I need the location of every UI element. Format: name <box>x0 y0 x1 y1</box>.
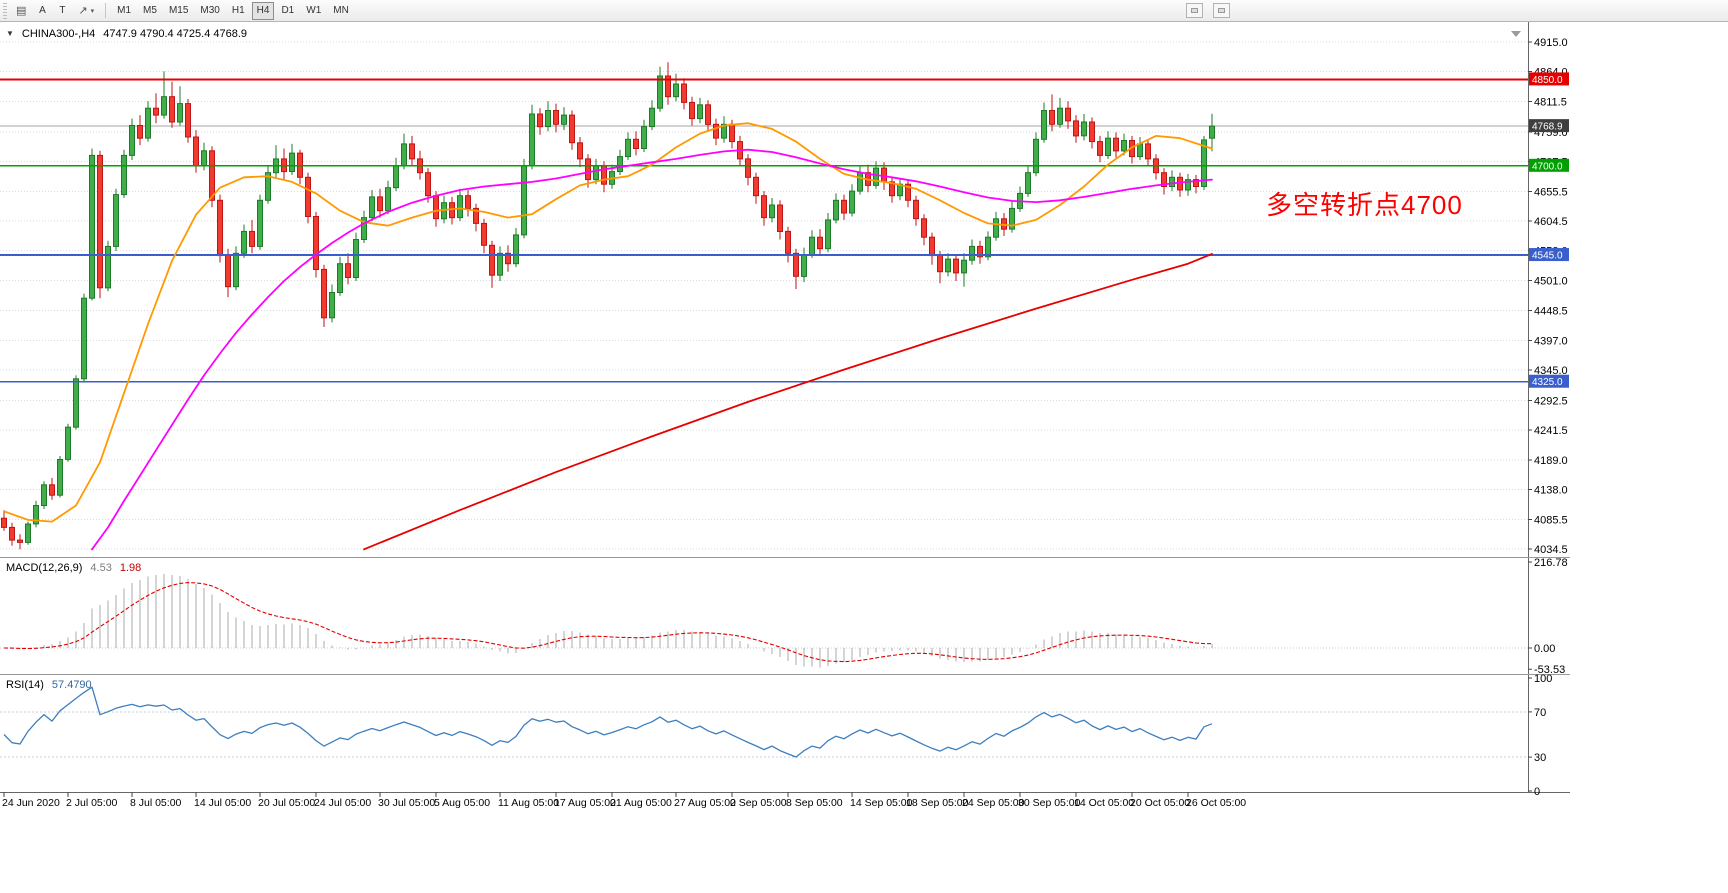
svg-text:24 Sep 05:00: 24 Sep 05:00 <box>962 797 1025 809</box>
svg-text:2 Jul 05:00: 2 Jul 05:00 <box>66 797 118 809</box>
svg-text:4241.5: 4241.5 <box>1534 425 1568 437</box>
timeframe-button-d1[interactable]: D1 <box>281 5 295 16</box>
svg-text:11 Aug 05:00: 11 Aug 05:00 <box>498 797 559 809</box>
toolbar-right-icons <box>1186 3 1230 18</box>
ma-fast-orange <box>3 122 1213 523</box>
timeframe-button-m15[interactable]: M15 <box>168 5 189 16</box>
time-axis: 24 Jun 2020 2 Jul 05:00 8 Jul 05:00 14 Jul … <box>2 792 1246 809</box>
svg-text:4085.5: 4085.5 <box>1534 515 1568 527</box>
svg-text:216.78: 216.78 <box>1534 557 1568 569</box>
svg-text:20 Oct 05:00: 20 Oct 05:00 <box>1130 797 1190 809</box>
svg-text:27 Aug 05:00: 27 Aug 05:00 <box>674 797 736 809</box>
svg-text:4604.5: 4604.5 <box>1534 216 1568 228</box>
price-tag-4545.0 <box>1529 248 1569 262</box>
toolbar: ▤ A T ↗ ▾ M1 M5 M15 M30 H1 H4 D1 W1 MN <box>0 0 1728 22</box>
cursor-a-button[interactable]: A <box>39 5 46 16</box>
svg-text:4811.5: 4811.5 <box>1534 97 1567 109</box>
svg-text:30: 30 <box>1534 752 1546 764</box>
timeframe-button-m5[interactable]: M5 <box>143 5 157 16</box>
svg-text:30 Jul 05:00: 30 Jul 05:00 <box>378 797 435 809</box>
macd-panel <box>0 573 1528 668</box>
svg-text:4545.0: 4545.0 <box>1532 251 1563 262</box>
current-price-tag <box>1529 119 1569 133</box>
ma-mid-magenta <box>91 148 1213 551</box>
timeframe-button-h4[interactable]: H4 <box>251 1 275 20</box>
svg-text:21 Aug 05:00: 21 Aug 05:00 <box>610 797 672 809</box>
svg-text:0: 0 <box>1534 786 1540 798</box>
svg-text:4655.5: 4655.5 <box>1534 186 1568 198</box>
svg-text:4915.0: 4915.0 <box>1534 37 1568 49</box>
chart-list-icon[interactable]: ▤ <box>11 2 31 20</box>
svg-text:4345.0: 4345.0 <box>1534 365 1568 377</box>
moving-average-lines <box>3 122 1213 551</box>
svg-text:24 Jun 2020: 24 Jun 2020 <box>2 797 60 809</box>
toolbar-extra-button-2[interactable] <box>1213 3 1230 18</box>
svg-text:70: 70 <box>1534 707 1546 719</box>
draw-tool-icon: ↗ <box>78 5 88 17</box>
svg-text:4325.0: 4325.0 <box>1532 377 1563 388</box>
candles-layer <box>1 62 1215 550</box>
window-icon <box>1191 8 1198 13</box>
svg-text:100: 100 <box>1534 673 1552 685</box>
timeframe-button-w1[interactable]: W1 <box>306 5 322 16</box>
rsi-line <box>3 686 1213 758</box>
svg-text:14 Oct 05:00: 14 Oct 05:00 <box>1074 797 1134 809</box>
price-tag-4325.0 <box>1529 374 1569 388</box>
svg-text:14 Sep 05:00: 14 Sep 05:00 <box>850 797 913 809</box>
svg-text:4768.9: 4768.9 <box>1532 122 1563 133</box>
chart-canvas[interactable]: 4915.04864.04811.54759.04707.54655.54604… <box>0 22 1570 813</box>
svg-text:4138.0: 4138.0 <box>1534 484 1568 496</box>
text-tool-button[interactable]: T <box>59 5 66 16</box>
draw-tools-dropdown[interactable]: ↗ ▾ <box>73 2 99 20</box>
chart-shift-icon[interactable] <box>1511 31 1521 37</box>
svg-text:4700.0: 4700.0 <box>1532 161 1563 172</box>
toolbar-separator <box>105 3 107 18</box>
svg-text:26 Oct 05:00: 26 Oct 05:00 <box>1186 797 1246 809</box>
svg-text:30 Sep 05:00: 30 Sep 05:00 <box>1018 797 1081 809</box>
price-tags: 4850.0 4700.0 4545.0 4325.0 4768.9 <box>1529 72 1569 388</box>
svg-text:24 Jul 05:00: 24 Jul 05:00 <box>314 797 371 809</box>
svg-text:4850.0: 4850.0 <box>1532 75 1563 86</box>
ma-slow-red <box>363 253 1213 551</box>
svg-text:17 Aug 05:00: 17 Aug 05:00 <box>554 797 616 809</box>
timeframe-group: M1 M5 M15 M30 H1 H4 D1 W1 MN <box>111 1 355 20</box>
macd-signal-line <box>3 582 1213 663</box>
svg-text:8 Jul 05:00: 8 Jul 05:00 <box>130 797 182 809</box>
price-tag-4850.0 <box>1529 72 1569 86</box>
price-axis: 4915.04864.04811.54759.04707.54655.54604… <box>1528 37 1568 798</box>
svg-text:2 Sep 05:00: 2 Sep 05:00 <box>730 797 787 809</box>
svg-text:4189.0: 4189.0 <box>1534 455 1568 467</box>
svg-text:0.00: 0.00 <box>1534 643 1555 655</box>
svg-text:4501.0: 4501.0 <box>1534 275 1568 287</box>
price-tag-4700.0 <box>1529 158 1569 172</box>
svg-text:8 Sep 05:00: 8 Sep 05:00 <box>786 797 843 809</box>
svg-text:-53.53: -53.53 <box>1534 664 1565 676</box>
svg-text:4034.5: 4034.5 <box>1534 544 1568 556</box>
timeframe-button-mn[interactable]: MN <box>333 5 349 16</box>
chart-window: 4915.04864.04811.54759.04707.54655.54604… <box>0 22 1570 813</box>
timeframe-button-h1[interactable]: H1 <box>231 5 245 16</box>
svg-text:14 Jul 05:00: 14 Jul 05:00 <box>194 797 251 809</box>
window-icon <box>1218 8 1225 13</box>
horizontal-level-lines[interactable] <box>0 78 1528 383</box>
chevron-down-icon: ▾ <box>90 7 95 15</box>
svg-text:4448.5: 4448.5 <box>1534 306 1568 318</box>
svg-text:18 Sep 05:00: 18 Sep 05:00 <box>906 797 969 809</box>
svg-text:5 Aug 05:00: 5 Aug 05:00 <box>434 797 490 809</box>
rsi-panel <box>0 686 1528 758</box>
timeframe-button-m1[interactable]: M1 <box>117 5 132 16</box>
toolbar-extra-button-1[interactable] <box>1186 3 1203 18</box>
axes-frame <box>0 22 1570 793</box>
grid-layer <box>0 41 1528 550</box>
svg-text:20 Jul 05:00: 20 Jul 05:00 <box>258 797 315 809</box>
toolbar-grip[interactable] <box>3 2 7 19</box>
timeframe-button-m30[interactable]: M30 <box>200 5 220 16</box>
list-icon: ▤ <box>16 5 27 17</box>
svg-text:4397.0: 4397.0 <box>1534 335 1568 347</box>
svg-text:4292.5: 4292.5 <box>1534 395 1568 407</box>
